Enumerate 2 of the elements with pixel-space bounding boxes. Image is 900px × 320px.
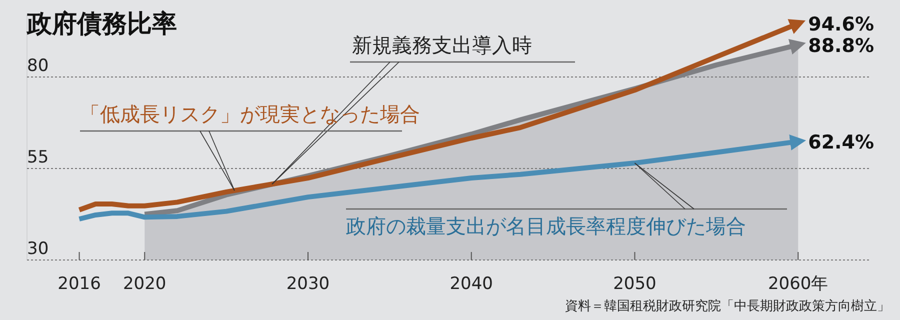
annotation: 資料＝韓国租税財政研究院「中長期財政政策方向樹立」 — [565, 299, 890, 314]
title: 政府債務比率 — [27, 9, 177, 38]
